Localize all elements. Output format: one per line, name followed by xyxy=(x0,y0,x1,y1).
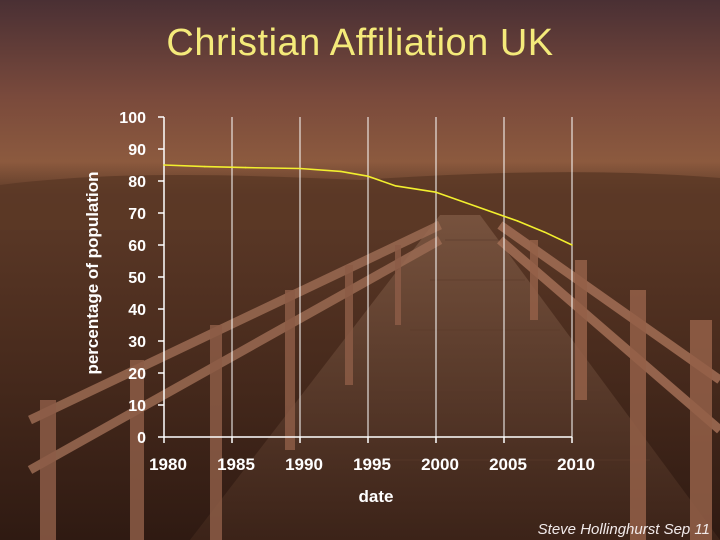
x-tick-label-2010: 2010 xyxy=(557,455,595,474)
chart-title: Christian Affiliation UK xyxy=(166,22,554,64)
y-axis-label: percentage of population xyxy=(83,171,102,374)
y-tick-label-60: 60 xyxy=(128,238,146,255)
x-tick-label-2000: 2000 xyxy=(421,455,459,474)
y-tick-label-80: 80 xyxy=(128,174,146,191)
x-tick-label-1985: 1985 xyxy=(217,455,255,474)
credit-text: Steve Hollinghurst Sep 11 xyxy=(537,521,710,538)
data-point-0-9 xyxy=(516,220,519,222)
x-tick-label-1995: 1995 xyxy=(353,455,391,474)
y-tick-label-20: 20 xyxy=(128,366,146,383)
data-point-0-6 xyxy=(394,185,397,187)
x-tick-label-2005: 2005 xyxy=(489,455,527,474)
y-tick-label-50: 50 xyxy=(128,270,146,287)
data-point-0-7 xyxy=(435,191,437,193)
y-tick-label-90: 90 xyxy=(128,142,146,159)
y-tick-label-100: 100 xyxy=(119,110,146,127)
data-point-0-10 xyxy=(544,231,546,233)
y-tick-label-40: 40 xyxy=(128,302,146,319)
data-point-0-8 xyxy=(476,205,478,208)
data-point-0-0 xyxy=(163,164,165,166)
y-tick-label-10: 10 xyxy=(128,398,146,415)
y-tick-label-30: 30 xyxy=(128,334,146,351)
data-point-0-1 xyxy=(204,165,206,168)
data-point-0-2 xyxy=(244,166,247,169)
axes xyxy=(158,116,573,443)
x-axis-label: date xyxy=(359,487,394,506)
x-tick-label-1990: 1990 xyxy=(285,455,323,474)
series-layer xyxy=(163,164,573,246)
gridlines xyxy=(231,117,573,437)
tick-labels: 0 10 20 30 40 50 60 70 80 90 100 1980 1985 1990 1995 20… xyxy=(119,110,595,474)
series-line-0 xyxy=(163,164,573,246)
data-point-0-11 xyxy=(571,244,573,246)
x-tick-label-1980: 1980 xyxy=(149,455,187,474)
data-point-0-4 xyxy=(340,170,342,173)
data-point-0-5 xyxy=(367,175,369,177)
y-tick-label-70: 70 xyxy=(128,206,146,223)
y-tick-label-0: 0 xyxy=(137,430,146,447)
data-point-0-3 xyxy=(299,167,301,170)
